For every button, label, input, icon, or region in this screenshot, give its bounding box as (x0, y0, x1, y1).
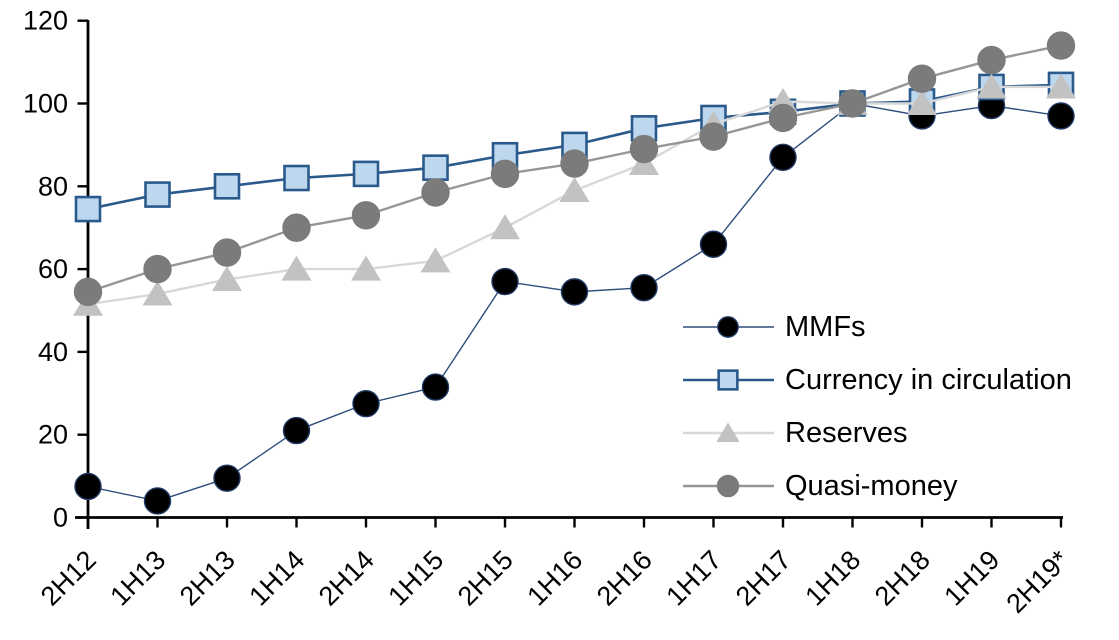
series-marker-mmfs (143, 487, 172, 515)
x-tick-label: 1H19 (938, 545, 1005, 612)
x-tick-label: 1H13 (104, 545, 171, 612)
series-marker-reserves (1046, 73, 1076, 99)
y-tick-label: 100 (23, 89, 68, 119)
series-marker-quasi-money (1046, 31, 1076, 60)
legend-marker-quasi-money (716, 474, 740, 498)
y-tick-label: 120 (23, 6, 68, 36)
x-tick-label: 2H17 (730, 545, 797, 612)
series-marker-quasi-money (73, 277, 103, 307)
series-marker-currency-in-circulation (283, 164, 310, 192)
series-marker-currency-in-circulation (352, 160, 380, 188)
y-tick-label: 0 (53, 503, 68, 533)
y-tick-label: 60 (38, 254, 68, 284)
series-marker-quasi-money (212, 238, 242, 267)
series-marker-mmfs (699, 230, 728, 258)
x-tick-label: 1H16 (521, 545, 588, 612)
series-marker-reserves (281, 255, 312, 281)
series-marker-currency-in-circulation (422, 154, 449, 181)
series-marker-reserves (212, 265, 242, 291)
series-marker-quasi-money (977, 45, 1006, 75)
x-tick-label: 2H18 (869, 545, 936, 612)
legend-label-mmfs: MMFs (785, 311, 866, 343)
series-marker-mmfs (630, 274, 658, 302)
y-tick-label: 40 (38, 337, 68, 367)
series-marker-reserves (490, 214, 520, 240)
series-marker-quasi-money (838, 89, 867, 118)
x-tick-label: 2H15 (452, 545, 519, 612)
series-marker-quasi-money (768, 103, 798, 133)
x-tick-label: 2H19* (1001, 544, 1076, 619)
x-tick-label: 1H14 (243, 545, 310, 612)
x-tick-label: 2H13 (174, 545, 241, 612)
series-marker-mmfs (491, 267, 519, 296)
x-tick-label: 2H12 (35, 545, 102, 612)
series-marker-reserves (420, 247, 451, 273)
series-marker-quasi-money (560, 149, 589, 178)
series-marker-quasi-money (351, 201, 381, 230)
series-marker-reserves (976, 73, 1007, 99)
legend-marker-currency-in-circulation (717, 369, 739, 391)
x-tick-label: 2H14 (313, 545, 380, 612)
series-marker-mmfs (560, 278, 589, 306)
series-marker-currency-in-circulation (74, 195, 102, 223)
series-marker-mmfs (282, 416, 311, 445)
x-tick-label: 2H16 (591, 545, 658, 612)
series-marker-mmfs (213, 464, 241, 492)
series-marker-reserves (142, 280, 173, 306)
series-marker-reserves (351, 255, 381, 281)
series-marker-quasi-money (629, 134, 659, 164)
legend-marker-reserves (716, 422, 740, 442)
y-tick-label: 20 (38, 420, 68, 450)
y-tick-label: 80 (38, 171, 68, 201)
series-marker-mmfs (74, 472, 102, 501)
series-marker-reserves (559, 176, 590, 202)
legend-label-reserves: Reserves (785, 417, 908, 449)
series-marker-quasi-money (421, 178, 450, 207)
series-marker-mmfs (421, 373, 450, 401)
series-marker-currency-in-circulation (213, 173, 241, 200)
series-marker-quasi-money (282, 213, 311, 242)
series-marker-quasi-money (490, 159, 520, 189)
legend-label-quasi-money: Quasi-money (785, 470, 958, 502)
series-marker-quasi-money (699, 122, 728, 151)
series-marker-quasi-money (143, 254, 172, 284)
series-marker-mmfs (352, 389, 380, 418)
series-marker-mmfs (1047, 102, 1075, 130)
series-marker-reserves (907, 90, 937, 115)
x-tick-label: 1H18 (799, 545, 866, 612)
legend-marker-mmfs (717, 316, 739, 338)
series-marker-currency-in-circulation (144, 181, 171, 208)
x-tick-label: 1H15 (382, 545, 449, 612)
series-marker-quasi-money (907, 64, 937, 93)
series-marker-mmfs (769, 143, 797, 172)
legend-label-currency-in-circulation: Currency in circulation (785, 364, 1072, 396)
x-tick-label: 1H17 (660, 545, 727, 612)
